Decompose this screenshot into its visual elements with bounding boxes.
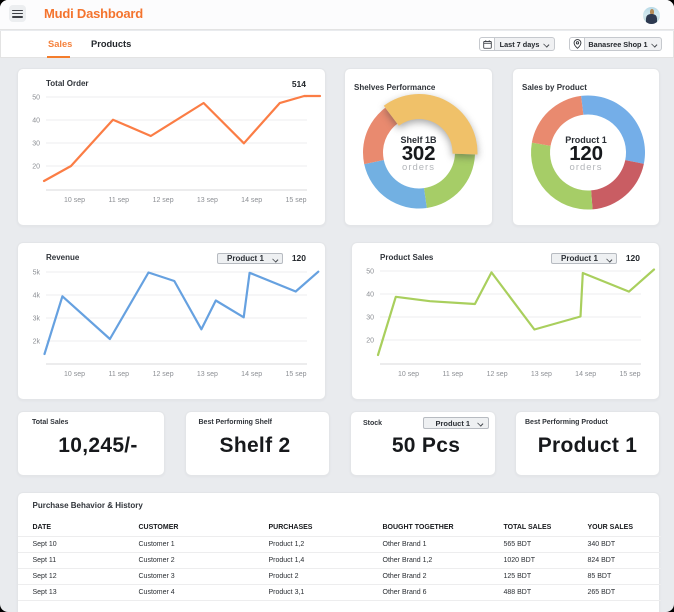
svg-text:4k: 4k bbox=[33, 293, 41, 300]
svg-text:11 sep: 11 sep bbox=[109, 197, 130, 204]
svg-text:50: 50 bbox=[366, 269, 374, 276]
svg-text:15 sep: 15 sep bbox=[285, 197, 306, 204]
svg-text:14 sep: 14 sep bbox=[241, 371, 262, 378]
svg-text:14 sep: 14 sep bbox=[575, 371, 596, 378]
svg-text:11 sep: 11 sep bbox=[443, 371, 464, 378]
svg-text:2k: 2k bbox=[33, 339, 41, 346]
svg-text:12 sep: 12 sep bbox=[153, 371, 174, 378]
svg-text:11 sep: 11 sep bbox=[109, 371, 130, 378]
svg-text:12 sep: 12 sep bbox=[487, 371, 508, 378]
svg-text:14 sep: 14 sep bbox=[241, 197, 262, 204]
svg-text:10 sep: 10 sep bbox=[64, 197, 85, 204]
svg-text:15 sep: 15 sep bbox=[619, 371, 640, 378]
svg-text:20: 20 bbox=[366, 338, 374, 345]
svg-text:13 sep: 13 sep bbox=[197, 371, 218, 378]
svg-text:15 sep: 15 sep bbox=[285, 371, 306, 378]
svg-text:20: 20 bbox=[32, 164, 40, 171]
svg-text:13 sep: 13 sep bbox=[197, 197, 218, 204]
svg-text:30: 30 bbox=[366, 315, 374, 322]
svg-text:10 sep: 10 sep bbox=[398, 371, 419, 378]
svg-text:50: 50 bbox=[32, 95, 40, 102]
svg-text:30: 30 bbox=[32, 141, 40, 148]
svg-text:13 sep: 13 sep bbox=[531, 371, 552, 378]
svg-text:40: 40 bbox=[366, 292, 374, 299]
svg-text:40: 40 bbox=[32, 118, 40, 125]
svg-text:12 sep: 12 sep bbox=[153, 197, 174, 204]
svg-text:3k: 3k bbox=[33, 316, 41, 323]
svg-text:5k: 5k bbox=[33, 270, 41, 277]
svg-text:10 sep: 10 sep bbox=[64, 371, 85, 378]
